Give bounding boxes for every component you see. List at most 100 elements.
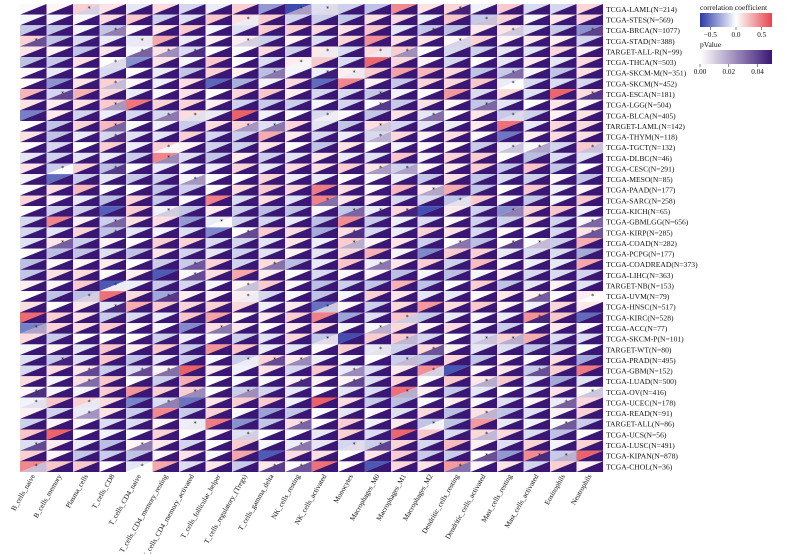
pvalue-cell xyxy=(20,418,47,430)
correlation-cell xyxy=(205,163,232,175)
significance-star: * xyxy=(61,91,64,98)
correlation-cell xyxy=(46,280,73,292)
pvalue-cell xyxy=(364,184,391,196)
pvalue-cell xyxy=(20,333,47,345)
pvalue-cell xyxy=(523,386,550,398)
pvalue-cell xyxy=(205,14,232,26)
correlation-cell xyxy=(232,206,259,217)
pvalue-cell xyxy=(46,344,73,355)
correlation-cell xyxy=(576,67,603,79)
correlation-cell xyxy=(576,184,603,196)
pvalue-cell xyxy=(391,14,418,26)
column-label: Monocytes xyxy=(332,473,355,505)
correlation-cell xyxy=(285,142,312,153)
pvalue-cell xyxy=(46,301,73,313)
correlation-cell xyxy=(311,46,338,58)
pvalue-cell xyxy=(179,99,206,111)
correlation-cell xyxy=(285,67,312,79)
pvalue-cell xyxy=(285,248,312,260)
correlation-cell xyxy=(179,418,206,430)
significance-star: * xyxy=(565,399,568,406)
correlation-cell xyxy=(205,152,232,164)
pvalue-cell xyxy=(179,461,206,472)
pvalue-cell xyxy=(258,89,285,100)
pvalue-cell xyxy=(364,4,391,15)
significance-star: * xyxy=(379,123,382,130)
pvalue-cell xyxy=(311,131,338,143)
correlation-cell xyxy=(232,184,259,196)
pvalue-cell xyxy=(73,291,100,302)
pvalue-cell xyxy=(311,461,338,472)
significance-star: * xyxy=(538,367,541,374)
pvalue-cell xyxy=(46,269,73,281)
pvalue-cell xyxy=(417,216,444,228)
correlation-cell xyxy=(338,206,365,217)
pvalue-cell xyxy=(258,418,285,430)
pvalue-cell xyxy=(152,323,179,334)
pvalue-cell xyxy=(73,206,100,217)
row-label: TCGA-SKCM(N=452) xyxy=(606,79,677,88)
correlation-cell xyxy=(391,195,418,207)
pvalue-cell xyxy=(126,110,153,121)
pvalue-cell xyxy=(497,110,524,121)
significance-star: * xyxy=(300,442,303,449)
pvalue-cell xyxy=(73,163,100,175)
pvalue-cell xyxy=(470,323,497,334)
correlation-cell xyxy=(152,397,179,409)
correlation-cell xyxy=(550,418,577,430)
pvalue-cell xyxy=(20,301,47,313)
pvalue-cell xyxy=(417,408,444,419)
pvalue-cell xyxy=(205,206,232,217)
pvalue-cell xyxy=(20,408,47,419)
correlation-cell xyxy=(311,184,338,196)
pvalue-cell xyxy=(470,99,497,111)
significance-star: * xyxy=(273,69,276,76)
pvalue-cell xyxy=(417,25,444,36)
pvalue-cell xyxy=(338,323,365,334)
significance-star: * xyxy=(141,48,144,55)
correlation-cell xyxy=(550,206,577,217)
pvalue-cell xyxy=(152,408,179,419)
pvalue-cell xyxy=(444,99,471,111)
correlation-cell xyxy=(311,142,338,153)
correlation-cell xyxy=(152,365,179,377)
pvalue-cell xyxy=(311,429,338,441)
pvalue-cell xyxy=(523,46,550,58)
pvalue-cell xyxy=(179,248,206,260)
pvalue-cell xyxy=(391,440,418,451)
significance-star: * xyxy=(194,389,197,396)
significance-star: * xyxy=(114,59,117,66)
pvalue-cell xyxy=(576,301,603,313)
correlation-cell xyxy=(497,227,524,238)
correlation-cell xyxy=(73,110,100,121)
pvalue-cell xyxy=(391,418,418,430)
pvalue-cell xyxy=(444,67,471,79)
pvalue-cell xyxy=(470,35,497,47)
pvalue-cell xyxy=(99,323,126,334)
correlation-cell xyxy=(311,152,338,164)
pvalue-cell xyxy=(391,429,418,441)
correlation-cell xyxy=(470,397,497,409)
significance-star: * xyxy=(538,452,541,459)
correlation-cell xyxy=(232,89,259,100)
pvalue-cell xyxy=(417,386,444,398)
correlation-cell xyxy=(126,184,153,196)
correlation-cell xyxy=(311,195,338,207)
correlation-cell xyxy=(338,418,365,430)
pvalue-cell xyxy=(126,248,153,260)
pvalue-cell xyxy=(126,67,153,79)
pvalue-cell xyxy=(258,25,285,36)
correlation-cell xyxy=(205,333,232,345)
pvalue-cell xyxy=(46,429,73,441)
pvalue-cell xyxy=(497,195,524,207)
pvalue-cell xyxy=(73,259,100,270)
significance-star: * xyxy=(512,144,515,151)
significance-star: * xyxy=(406,389,409,396)
pvalue-cell xyxy=(46,163,73,175)
significance-star: * xyxy=(406,335,409,342)
correlation-cell xyxy=(497,184,524,196)
correlation-cell xyxy=(126,238,153,249)
pvalue-cell xyxy=(338,142,365,153)
pvalue-cell xyxy=(205,67,232,79)
pvalue-cell xyxy=(550,110,577,121)
